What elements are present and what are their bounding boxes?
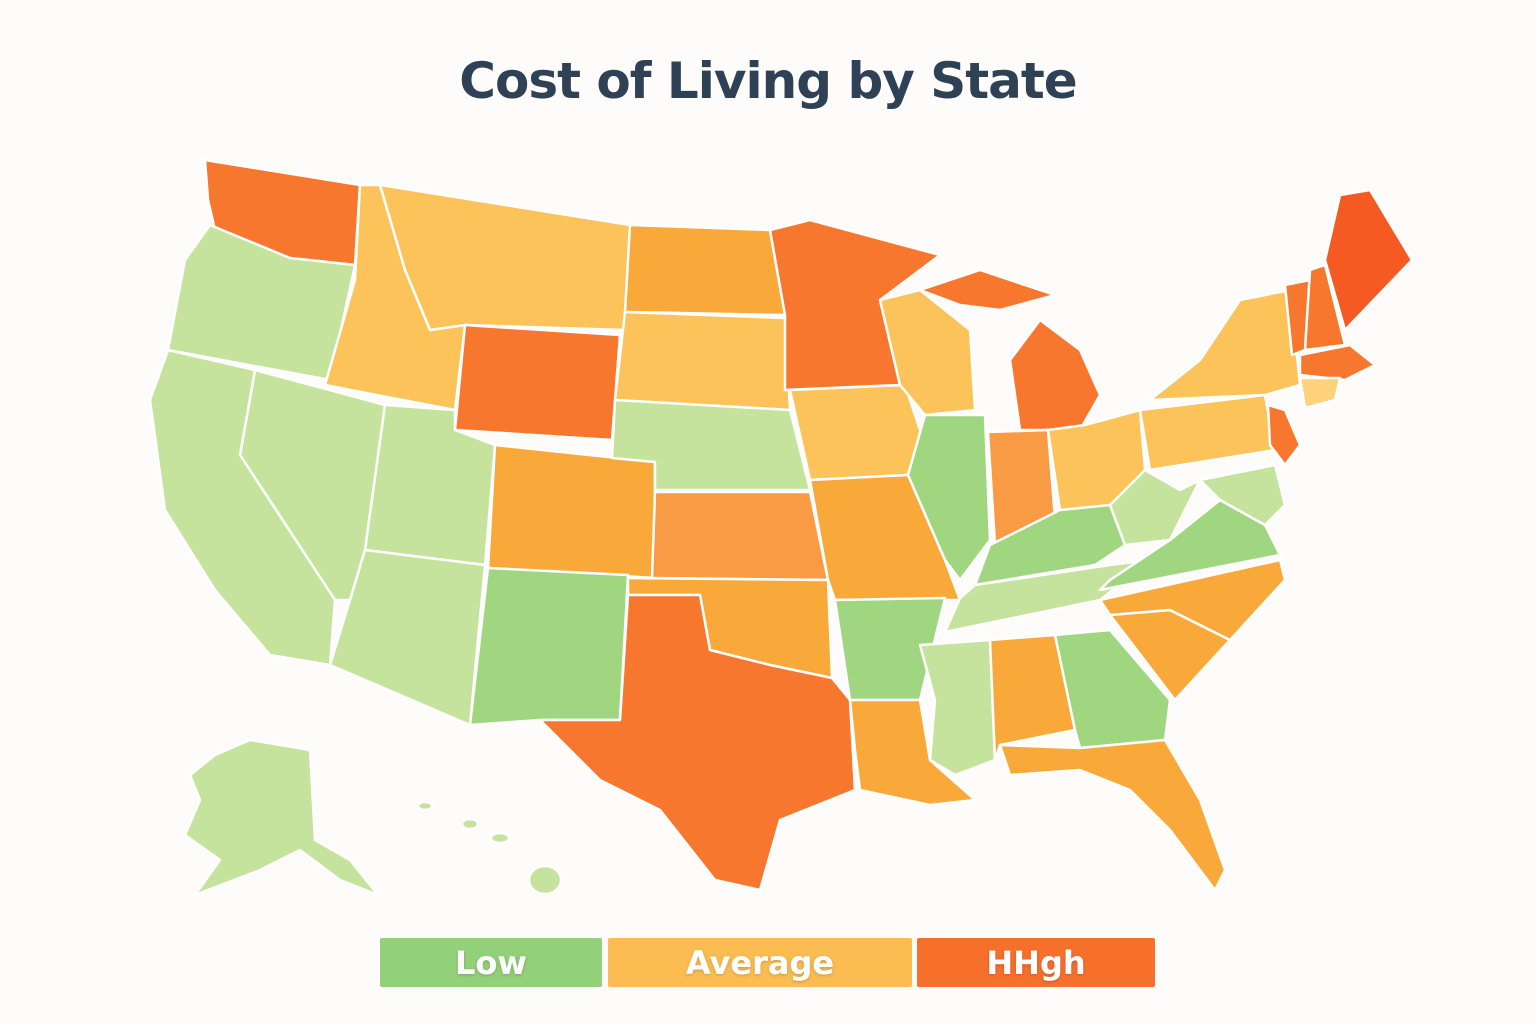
state	[650, 490, 830, 582]
state	[468, 566, 630, 727]
state	[486, 443, 657, 580]
state	[1323, 188, 1414, 332]
state	[610, 398, 812, 492]
state	[1266, 403, 1302, 467]
state	[998, 738, 1227, 892]
state	[183, 738, 380, 897]
legend-swatch	[917, 938, 1155, 987]
state	[623, 223, 787, 317]
state	[1298, 376, 1342, 410]
state	[1098, 558, 1287, 642]
map-title: Cost of Living by State	[459, 52, 1077, 110]
states	[148, 158, 1414, 897]
legend-label: Average	[686, 944, 834, 982]
state	[906, 413, 992, 582]
state	[1298, 343, 1377, 382]
state	[328, 548, 487, 727]
legend-swatch	[380, 938, 602, 987]
state	[148, 348, 337, 667]
state	[988, 633, 1077, 762]
state	[788, 383, 927, 482]
state	[460, 817, 480, 831]
state	[1198, 463, 1287, 527]
state	[538, 593, 857, 892]
legend-label: Low	[455, 944, 527, 982]
state	[1138, 393, 1277, 472]
state	[489, 831, 511, 845]
state	[453, 323, 622, 442]
state	[848, 698, 977, 807]
state	[1008, 318, 1102, 432]
state	[918, 268, 1057, 312]
state	[416, 800, 434, 812]
legend-label: HHgh	[986, 944, 1085, 982]
legend: Low Average HHgh	[380, 938, 1155, 987]
state	[918, 638, 997, 777]
state	[1148, 288, 1302, 402]
legend-swatch	[608, 938, 912, 987]
state	[613, 310, 792, 412]
state	[527, 864, 563, 896]
